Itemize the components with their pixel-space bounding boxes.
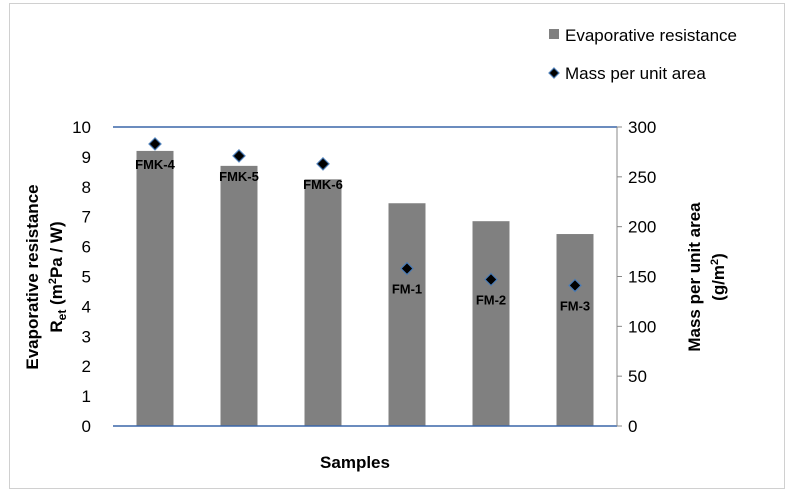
- right-y-tick-label: 100: [628, 317, 656, 336]
- left-y-title-unit-b: Pa / W): [47, 221, 66, 278]
- right-y-title-unit-b: ): [709, 253, 728, 259]
- marker-fmk-6: [316, 157, 330, 171]
- left-y-title-unit-a: (m: [47, 284, 66, 310]
- category-label-fmk-5: FMK-5: [219, 169, 259, 184]
- marker-fmk-4: [148, 137, 162, 151]
- left-y-axis-title: Evaporative resistance Ret (m2Pa / W): [23, 184, 69, 369]
- left-y-title-subscript: et: [55, 310, 69, 321]
- legend-label-mass-per-unit-area: Mass per unit area: [565, 64, 706, 83]
- svg-text:Mass per unit area: Mass per unit area: [685, 202, 704, 352]
- right-y-title-unit-a: (g/m: [709, 265, 728, 301]
- left-y-tick-label: 3: [82, 327, 91, 346]
- bar-fmk-5: [220, 165, 258, 426]
- bar-fmk-4: [136, 150, 174, 427]
- bar-fm-1: [388, 203, 426, 426]
- right-y-tick-label: 0: [628, 417, 637, 436]
- marker-fm-3: [568, 278, 582, 293]
- left-y-tick-label: 1: [82, 387, 91, 406]
- category-label-fm-3: FM-3: [560, 298, 590, 313]
- right-y-tick-label: 300: [628, 118, 656, 137]
- right-y-ticks: 0 50 100 150 200 250 300: [617, 118, 656, 436]
- right-y-tick-label: 200: [628, 218, 656, 237]
- marker-fm-1: [400, 261, 414, 276]
- left-y-tick-label: 5: [82, 268, 91, 287]
- right-y-tick-label: 50: [628, 367, 647, 386]
- right-y-tick-label: 150: [628, 268, 656, 287]
- left-y-tick-label: 0: [82, 417, 91, 436]
- left-y-title-line1: Evaporative resistance: [23, 184, 42, 369]
- marker-fm-2: [484, 272, 498, 287]
- category-label-fmk-4: FMK-4: [135, 157, 175, 172]
- legend-label-evaporative-resistance: Evaporative resistance: [565, 26, 737, 45]
- right-y-title-line1: Mass per unit area: [685, 202, 704, 352]
- bar-fm-2: [472, 221, 510, 426]
- left-y-tick-label: 9: [82, 148, 91, 167]
- left-y-ticks: 0 1 2 3 4 5 6 7 8 9 10: [72, 118, 91, 436]
- left-y-tick-label: 6: [82, 238, 91, 257]
- left-y-title-symbol: R: [47, 320, 66, 332]
- svg-text:Ret (m2Pa / W): Ret (m2Pa / W): [47, 221, 69, 332]
- svg-text:(g/m2): (g/m2): [709, 253, 728, 301]
- marker-fmk-5: [232, 149, 246, 163]
- right-y-title-superscript: 2: [709, 259, 721, 265]
- left-y-tick-label: 8: [82, 178, 91, 197]
- left-y-tick-label: 7: [82, 208, 91, 227]
- legend-diamond-marker: [548, 67, 560, 79]
- left-y-title-superscript: 2: [47, 278, 59, 284]
- legend: Evaporative resistance Mass per unit are…: [548, 26, 737, 83]
- x-axis-title: Samples: [320, 453, 390, 472]
- bars-group: [136, 150, 594, 427]
- markers-group: [148, 137, 582, 293]
- left-y-tick-label: 4: [82, 297, 91, 316]
- left-y-tick-label: 2: [82, 357, 91, 376]
- right-y-axis-title: Mass per unit area (g/m2): [685, 202, 728, 352]
- bar-fm-3: [556, 234, 594, 426]
- left-y-tick-label: 10: [72, 118, 91, 137]
- svg-text:Evaporative resistance: Evaporative resistance: [23, 184, 42, 369]
- category-label-fmk-6: FMK-6: [303, 177, 343, 192]
- bar-fmk-6: [304, 179, 342, 426]
- axes-group: [113, 126, 618, 427]
- category-label-fm-1: FM-1: [392, 282, 422, 297]
- category-labels: FMK-4 FMK-5 FMK-6 FM-1 FM-2 FM-3: [135, 157, 590, 314]
- category-label-fm-2: FM-2: [476, 292, 506, 307]
- right-y-tick-label: 250: [628, 168, 656, 187]
- legend-bar-swatch: [549, 29, 559, 39]
